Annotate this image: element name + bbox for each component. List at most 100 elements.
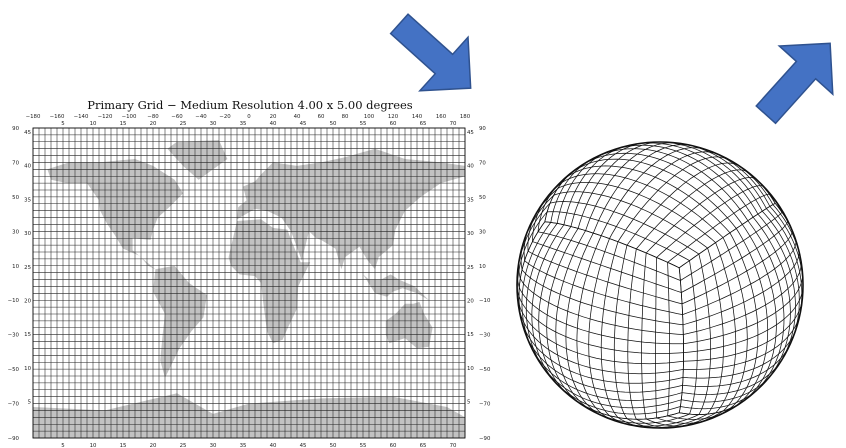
lat-tick-label-left: −70 [8,402,20,408]
cube-grid-line [518,296,684,354]
landmass-2 [153,265,207,378]
lat-tick-label-left: 70 [12,160,19,166]
cube-grid-line [551,378,681,415]
globe-outline [516,141,804,429]
lon-tick-label-top: −120 [98,114,113,120]
lon-tick-label-top: 100 [364,114,375,120]
cube-grid-line [571,158,737,229]
cube-grid-line [521,269,684,326]
cube-grid-line [722,237,748,412]
cube-grid-line [557,182,716,243]
lon-tick-label-top: 40 [294,114,301,120]
col-index-label-bottom: 20 [150,443,157,448]
cube-grid-line [627,248,637,420]
row-index-label-left: 20 [24,298,31,304]
lon-tick-label-top: 80 [342,114,349,120]
lat-tick-label-right: −90 [479,436,491,442]
cube-grid-line [626,162,739,246]
col-index-label-top: 70 [450,121,457,127]
lon-tick-label-top: 0 [247,114,251,120]
cube-grid-line [689,260,698,415]
cube-grid-line [585,142,677,231]
row-index-label-right: 20 [467,298,474,304]
cube-grid-line [747,220,785,393]
cube-grid-line [531,224,565,386]
cube-grid-line [741,224,777,403]
cube-grid-line [524,330,683,393]
cube-grid-line [655,257,657,418]
row-index-label-left: 15 [24,332,31,338]
col-index-label-bottom: 35 [240,443,247,448]
lon-tick-label-top: −20 [219,114,231,120]
col-index-label-top: 30 [210,121,217,127]
row-index-label-right: 25 [467,265,474,271]
row-index-label-left: 35 [24,197,31,203]
cube-grid-line [547,211,690,261]
cube-grid-line [656,141,763,212]
cube-grid-line [735,228,769,406]
col-index-label-top: 10 [90,121,97,127]
col-index-label-bottom: 70 [450,443,457,448]
cube-grid-line [600,241,619,418]
cube-grid-line [553,191,708,249]
cube-grid-line [544,221,680,269]
cube-grid-line [532,241,682,293]
lon-tick-label-top: −60 [171,114,183,120]
row-index-label-right: 40 [467,164,474,170]
cube-grid-line [682,250,800,326]
col-index-label-bottom: 10 [90,443,97,448]
primary-grid-map: Primary Grid − Medium Resolution 4.00 x … [8,98,491,448]
col-index-label-bottom: 25 [180,443,187,448]
col-index-label-top: 65 [420,121,427,127]
cube-grid-line [588,238,610,416]
col-index-label-top: 20 [150,121,157,127]
row-index-label-right: 10 [467,366,474,372]
tick-labels: −180−180−160−160−140−140−120−120−100−100… [8,114,491,448]
cube-grid-line [683,274,803,345]
col-index-label-bottom: 55 [360,443,367,448]
cube-grid-line [645,177,757,254]
lat-tick-label-left: 30 [12,229,19,235]
landmass-6 [385,301,433,349]
cube-grid-line [678,267,684,413]
lat-tick-label-left: 10 [12,264,19,270]
landmass-5 [363,274,429,301]
col-index-label-bottom: 65 [420,443,427,448]
cube-grid-line [707,247,724,415]
lat-tick-label-right: −10 [479,298,491,304]
cube-grid-line [681,374,772,403]
cube-grid-line [683,313,801,370]
cube-grid-line [550,201,700,255]
arrow-down-right-icon [389,13,472,92]
cube-grid-line [613,245,628,419]
cube-grid-line [757,213,796,364]
cube-grid-line [698,254,711,415]
map-title: Primary Grid − Medium Resolution 4.00 x … [87,98,413,112]
lat-tick-label-left: −30 [8,333,20,339]
cube-grid-line [732,161,774,205]
lon-tick-label-top: 20 [270,114,277,120]
lon-tick-label-top: −180 [26,114,41,120]
cube-grid-line [524,260,683,315]
row-index-label-left: 30 [24,231,31,237]
lat-tick-label-left: −90 [8,436,20,442]
cube-grid-line [617,156,729,242]
cube-grid-line [681,221,788,293]
cube-grid-line [566,165,731,234]
lat-tick-label-left: −10 [8,298,20,304]
lat-tick-label-right: 70 [479,160,486,166]
cube-grid-line [636,169,748,250]
landmass-1 [167,140,228,180]
lon-tick-label-top: −140 [74,114,89,120]
col-index-label-bottom: 45 [300,443,307,448]
row-index-label-right: 35 [467,197,474,203]
cube-grid-line [681,230,793,305]
lat-tick-label-left: 90 [12,126,19,132]
col-index-label-bottom: 40 [270,443,277,448]
landmass-0 [47,159,184,270]
cube-grid-line [683,300,803,362]
lat-tick-label-right: 30 [479,229,486,235]
lon-tick-label-top: 160 [436,114,447,120]
cube-grid-line [594,148,749,221]
row-index-label-left: 25 [24,265,31,271]
